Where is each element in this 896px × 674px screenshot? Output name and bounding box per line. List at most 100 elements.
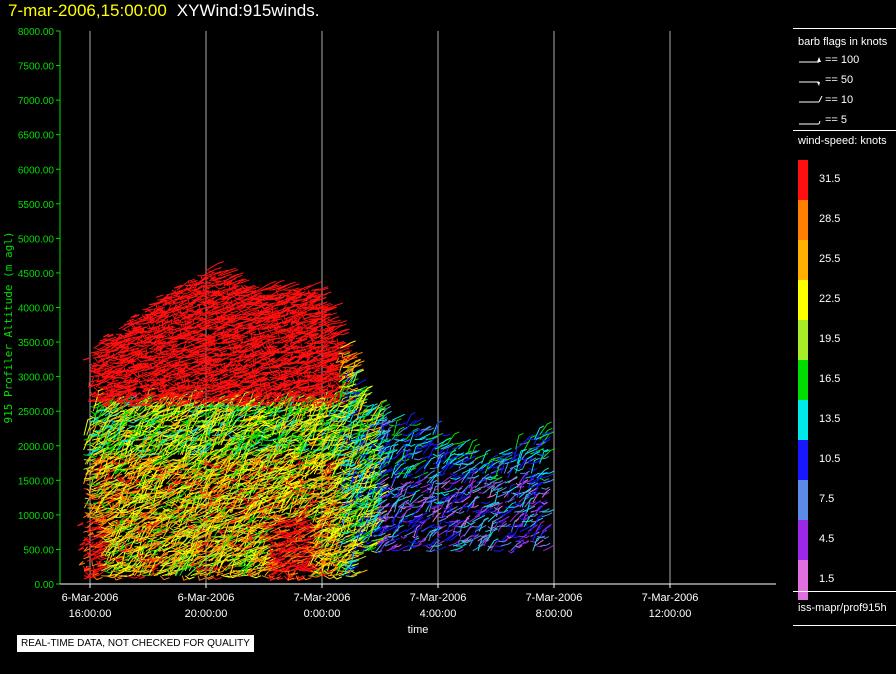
wind-barb (124, 372, 132, 378)
wind-barb (183, 424, 193, 441)
wind-barb (170, 342, 178, 347)
wind-barb (92, 352, 100, 357)
wind-barb (202, 289, 210, 295)
wind-barb (148, 506, 163, 518)
wind-barb (175, 546, 187, 551)
wind-barb (212, 424, 228, 431)
wind-barb (153, 362, 163, 368)
wind-barb (193, 372, 201, 376)
wind-barb (282, 365, 299, 369)
wind-barb (119, 426, 133, 441)
wind-barb (162, 520, 177, 538)
wind-barb (148, 372, 155, 377)
wind-barb (298, 554, 314, 558)
wind-barb (182, 450, 194, 470)
wind-barb (202, 377, 211, 383)
wind-barb (101, 401, 109, 407)
wind-barb (184, 493, 192, 499)
wind-barb (208, 362, 222, 367)
wind-barb (158, 512, 166, 516)
wind-barb (170, 541, 178, 548)
wind-barb (89, 575, 97, 579)
wind-barb (99, 454, 110, 458)
wind-barb (144, 420, 161, 431)
wind-barb (110, 346, 130, 359)
wind-barb (184, 362, 191, 368)
wind-barb (220, 483, 228, 489)
wind-barb (205, 338, 213, 342)
wind-barb (176, 541, 183, 545)
wind-barb (200, 381, 212, 387)
wind-barb (171, 347, 179, 353)
wind-barb (188, 344, 207, 354)
wind-barb (215, 280, 224, 286)
wind-barb (155, 343, 164, 349)
wind-barb (91, 362, 99, 368)
wind-barb (159, 560, 169, 565)
wind-barb (174, 358, 192, 364)
wind-barb (155, 352, 171, 356)
wind-barb (209, 376, 219, 383)
wind-barb (176, 373, 194, 378)
wind-barb (142, 497, 154, 501)
wind-barb (173, 399, 188, 412)
wind-barb (154, 328, 163, 335)
wind-barb (223, 517, 233, 522)
wind-barb (210, 372, 218, 378)
wind-barb (128, 565, 140, 569)
wind-barb (201, 352, 208, 358)
wind-barb (186, 323, 194, 327)
wind-barb (145, 401, 154, 407)
wind-barb (82, 536, 90, 542)
wind-barb (178, 367, 186, 372)
wind-barb (201, 372, 214, 377)
wind-barb (158, 386, 167, 390)
wind-barb (89, 512, 102, 516)
wind-barb (94, 537, 113, 548)
wind-barb (195, 309, 203, 313)
wind-barb (132, 431, 147, 441)
wind-barb (161, 367, 169, 374)
wind-barb (144, 367, 151, 372)
wind-barb (165, 357, 184, 364)
wind-barb (209, 403, 221, 407)
wind-barb (145, 353, 152, 359)
wind-barb (164, 556, 182, 562)
wind-barb (152, 396, 167, 412)
wind-barb (202, 404, 214, 408)
wind-barb (122, 347, 129, 353)
wind-barb (219, 546, 229, 552)
wind-barb (199, 570, 216, 577)
wind-barb (159, 536, 172, 540)
wind-barb (149, 314, 157, 320)
wind-barb (193, 401, 202, 407)
wind-barb (155, 531, 163, 536)
wind-barb (116, 376, 131, 380)
wind-barb (87, 448, 101, 456)
wind-barb (216, 314, 225, 320)
wind-barb (164, 372, 172, 378)
wind-barb (110, 433, 128, 446)
wind-barb (135, 328, 143, 335)
wind-barb (249, 575, 262, 579)
wind-barb (187, 285, 195, 290)
wind-barb (171, 493, 186, 499)
wind-barb (160, 309, 168, 316)
wind-barb (115, 503, 130, 518)
wind-barb (123, 367, 133, 373)
wind-barb (179, 558, 193, 572)
wind-barb (213, 398, 230, 407)
wind-barb (207, 347, 215, 352)
wind-barb (176, 354, 193, 359)
wind-barb (95, 347, 109, 352)
wind-barb (149, 530, 160, 547)
wind-barb (140, 318, 148, 323)
wind-barb (210, 269, 229, 277)
wind-barb (210, 575, 223, 581)
wind-barb (159, 348, 167, 354)
wind-barb (101, 478, 109, 482)
wind-barb (217, 352, 224, 358)
wind-barb (86, 492, 98, 497)
wind-barb (147, 477, 159, 481)
wind-barb (162, 389, 181, 402)
